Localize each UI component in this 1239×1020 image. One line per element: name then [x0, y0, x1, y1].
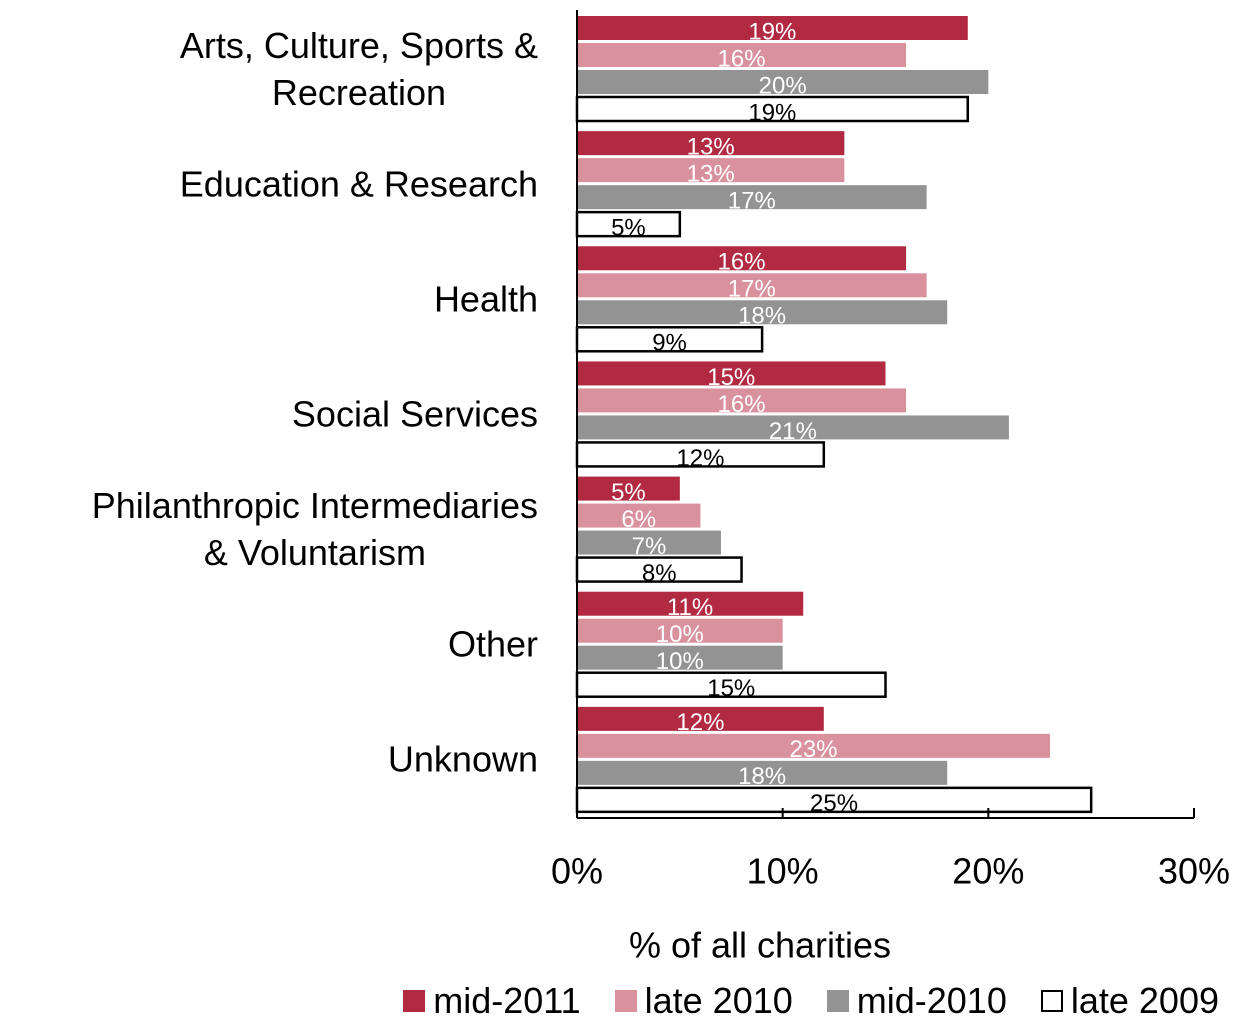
legend-item: mid-2011	[403, 980, 581, 1020]
bar	[577, 618, 783, 643]
bar	[577, 16, 968, 40]
bar	[577, 300, 948, 325]
category-label-box: Unknown	[0, 736, 538, 783]
bar	[577, 246, 907, 271]
bar	[577, 733, 1051, 758]
bar	[575, 210, 682, 238]
bar	[577, 530, 721, 555]
data-label: 23%	[789, 736, 837, 763]
category-label-box: Philanthropic Intermediaries & Voluntari…	[0, 482, 538, 576]
legend-label: late 2010	[644, 980, 793, 1020]
data-label: 17%	[728, 276, 776, 303]
data-label: 19%	[748, 18, 796, 45]
data-label: 12%	[676, 445, 724, 472]
data-label: 15%	[707, 675, 755, 702]
data-label: 10%	[656, 621, 704, 648]
data-label: 16%	[718, 391, 766, 418]
data-label: 8%	[642, 560, 677, 587]
category-label-box: Arts, Culture, Sports & Recreation	[0, 22, 538, 116]
legend-item: late 2010	[614, 980, 793, 1020]
category-label: Unknown	[387, 738, 538, 780]
legend-label: mid-2011	[433, 980, 581, 1020]
data-label: 11%	[667, 594, 713, 621]
legend-swatch	[403, 990, 426, 1012]
category-label: Other	[447, 623, 538, 665]
x-axis-title: % of all charities	[629, 925, 891, 966]
data-label: 5%	[611, 214, 646, 241]
legend-label: mid-2010	[856, 980, 1007, 1020]
data-label: 18%	[738, 763, 786, 790]
bar	[577, 760, 948, 785]
bar	[577, 706, 824, 731]
bar	[577, 361, 886, 386]
bar	[575, 326, 764, 353]
x-tick-label: 10%	[747, 851, 819, 892]
data-label: 16%	[718, 249, 766, 276]
data-label: 10%	[656, 648, 704, 675]
category-label: Education & Research	[179, 163, 538, 205]
category-label: Social Services	[291, 393, 538, 435]
bar	[577, 415, 1009, 440]
bar	[577, 185, 927, 210]
bar	[577, 70, 989, 94]
bar	[575, 556, 743, 583]
legend-item: late 2009	[1040, 980, 1219, 1020]
bar	[577, 388, 907, 413]
bar	[577, 503, 701, 528]
data-label: 21%	[769, 418, 817, 445]
data-label: 9%	[652, 330, 687, 357]
category-label: Philanthropic Intermediaries & Voluntari…	[91, 485, 538, 574]
category-label-box: Other	[0, 621, 538, 668]
category-label-box: Social Services	[0, 390, 538, 437]
data-label: 13%	[687, 133, 735, 160]
legend-swatch	[1040, 990, 1063, 1012]
category-label: Health	[433, 278, 538, 320]
data-label: 16%	[718, 45, 766, 72]
category-label-box: Education & Research	[0, 160, 538, 207]
x-tick-label: 0%	[551, 851, 603, 892]
x-tick-label: 30%	[1158, 851, 1230, 892]
bar	[575, 786, 1093, 814]
bar	[577, 476, 680, 501]
data-label: 12%	[676, 709, 724, 736]
x-tick-label: 20%	[952, 851, 1024, 892]
legend-swatch	[826, 990, 849, 1012]
data-label: 5%	[611, 479, 646, 506]
bar	[577, 43, 907, 67]
bar	[575, 671, 887, 698]
data-label: 17%	[728, 187, 776, 214]
data-label: 19%	[748, 99, 796, 126]
data-label: 6%	[621, 506, 656, 533]
data-label: 15%	[707, 364, 755, 391]
data-label: 18%	[738, 303, 786, 330]
category-label-box: Health	[0, 275, 538, 322]
bar	[577, 645, 783, 670]
data-label: 7%	[632, 533, 667, 560]
legend-label: late 2009	[1070, 980, 1219, 1020]
bar	[577, 131, 845, 156]
legend: mid-2011 late 2010 mid-2010 late 2009	[0, 980, 1239, 1020]
legend-swatch	[614, 990, 637, 1012]
bar	[577, 158, 845, 183]
data-label: 25%	[810, 790, 858, 817]
legend-item: mid-2010	[826, 980, 1007, 1020]
data-label: 13%	[687, 160, 735, 187]
bar	[577, 273, 927, 298]
category-label: Arts, Culture, Sports & Recreation	[179, 24, 538, 113]
data-label: 20%	[759, 72, 807, 99]
bar	[577, 591, 804, 616]
